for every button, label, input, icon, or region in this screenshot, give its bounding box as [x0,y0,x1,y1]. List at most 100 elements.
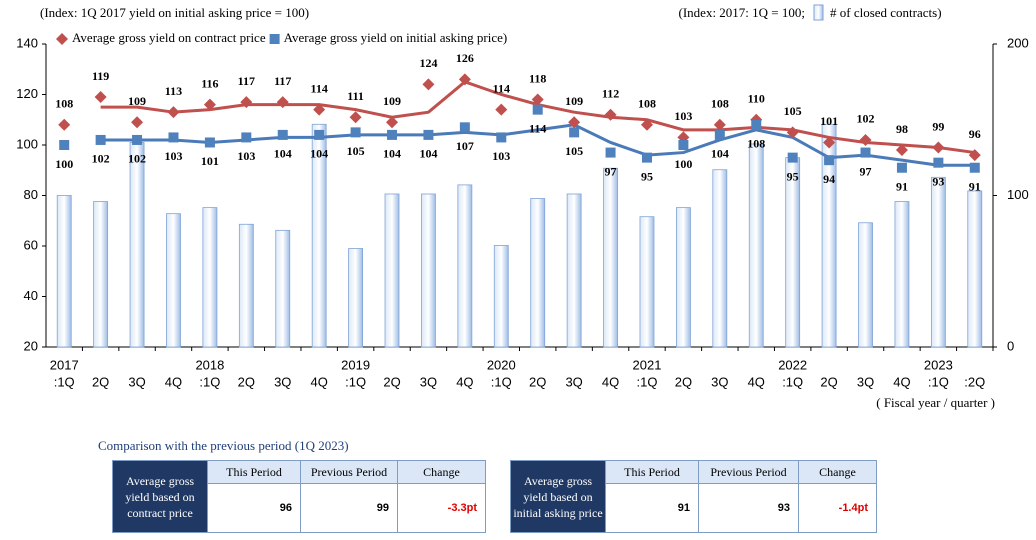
year-label: 2020 [487,357,516,372]
legend-marker [269,34,280,44]
marker [59,140,70,150]
data-label: 102 [128,152,146,166]
x-tick-label: 4Q [893,374,910,389]
data-label: 97 [860,164,872,178]
header: Previous Period [698,460,799,484]
data-label: 96 [969,127,981,141]
right-axis-label: (Index: 2017: 1Q = 100; [679,5,805,20]
marker [824,155,835,166]
bar [712,169,728,348]
data-label: 101 [201,154,219,168]
x-tick-label: :1Q [782,374,803,389]
data-label: 94 [823,172,835,186]
x-tick-label: :1Q [928,374,949,389]
data-label: 108 [747,137,765,151]
marker [168,132,179,143]
year-label: 2022 [778,357,807,372]
marker [459,122,470,133]
marker [277,129,288,140]
bar [566,193,582,348]
bar [967,190,983,348]
data-label: 105 [565,144,583,158]
data-label: 104 [711,147,729,161]
data-label: 91 [969,179,981,193]
marker [932,141,945,154]
marker [640,118,653,131]
row-header: Average gross yield based on initial ask… [510,460,606,533]
header: Change [798,460,877,484]
x-tick-label: 3Q [128,374,145,389]
x-tick-label: 2Q [92,374,109,389]
data-label: 95 [787,169,799,183]
data-label: 100 [55,157,73,171]
data-label: 117 [238,74,255,88]
x-tick-label: 2Q [238,374,255,389]
legend-marker [813,4,824,21]
bar [311,123,327,348]
marker [823,136,836,149]
marker [641,152,652,163]
data-label: 103 [237,149,255,163]
marker [751,119,762,130]
cell: 99 [300,483,398,533]
data-label: 126 [456,51,474,65]
data-label: 104 [419,147,437,161]
x-tick-label: 2Q [529,374,546,389]
cell: 93 [698,483,799,533]
data-label: 114 [529,121,546,135]
x-tick-label: 4Q [311,374,328,389]
x-tick-label: 3Q [565,374,582,389]
year-label: 2023 [924,357,953,372]
marker [276,96,289,109]
marker [859,133,872,146]
bar [493,245,509,348]
marker [531,93,544,106]
marker [968,149,981,162]
marker [786,126,799,139]
legend-marker [56,33,68,45]
cell: -3.3pt [397,483,486,533]
data-label: 124 [419,56,437,70]
data-label: 102 [92,152,110,166]
header: This Period [605,460,699,484]
bar [93,201,109,348]
marker [422,78,435,91]
marker [896,162,907,173]
data-label: 105 [347,144,365,158]
bar [166,213,181,348]
legend-label: # of closed contracts) [830,5,942,20]
marker [787,152,798,163]
year-label: 2017 [50,357,79,372]
x-tick-label: 4Q [748,374,765,389]
marker [387,129,398,140]
bar [785,157,801,348]
row-header: Average gross yield based on contract pr… [112,460,208,533]
legend-label: Average gross yield on initial asking pr… [284,30,508,45]
marker [94,91,107,104]
x-tick-label: 4Q [456,374,473,389]
data-label: 119 [92,69,109,83]
data-label: 110 [748,92,765,106]
data-label: 103 [492,149,510,163]
data-label: 109 [128,94,146,108]
x-tick-label: 3Q [274,374,291,389]
marker [423,129,434,140]
x-tick-label: 4Q [602,374,619,389]
marker [350,127,361,138]
y-tick-label: 120 [16,86,38,101]
marker [713,118,726,131]
marker [496,132,507,143]
data-label: 102 [857,112,875,126]
marker [131,116,144,129]
data-label: 108 [638,97,656,111]
data-label: 107 [456,139,474,153]
marker [203,98,216,111]
bar [457,184,473,348]
data-label: 114 [493,81,510,95]
x-tick-label: :1Q [54,374,75,389]
data-label: 104 [274,147,292,161]
bar [676,207,691,348]
marker [458,73,471,86]
header: This Period [207,460,301,484]
